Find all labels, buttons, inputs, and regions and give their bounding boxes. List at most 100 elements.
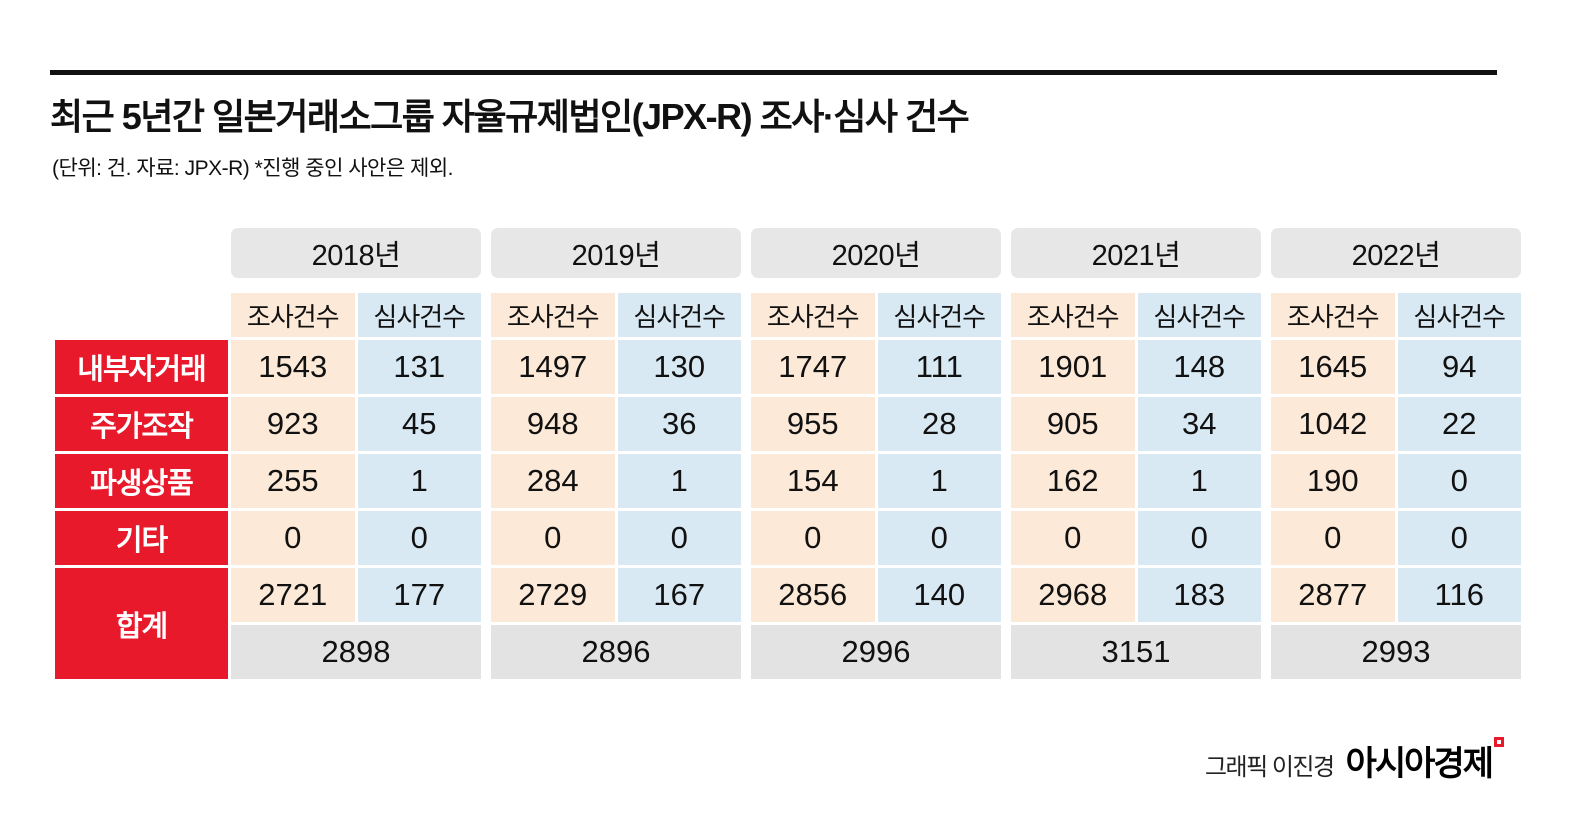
row-label-total: 합계 (55, 568, 228, 679)
year-group-2022: 0 0 (1271, 511, 1521, 565)
page-subtitle: (단위: 건. 자료: JPX-R) *진행 중인 사안은 제외. (52, 157, 454, 180)
data-cell: 1543 (231, 340, 355, 394)
row-label: 파생상품 (55, 454, 228, 508)
total-values: 2721 177 2729 167 2856 140 2968 183 (231, 568, 1521, 679)
table-row-insider-trading: 내부자거래 1543 131 1497 130 1747 111 1901 14… (55, 340, 1521, 394)
data-cell: 130 (617, 340, 741, 394)
row-label: 내부자거래 (55, 340, 228, 394)
data-cell: 22 (1397, 397, 1521, 451)
column-header: 조사건수 (231, 293, 355, 337)
brand-logo: 아시아경제 (1346, 736, 1504, 785)
data-cell: 1497 (491, 340, 615, 394)
combined-total-cell: 2996 (751, 625, 1001, 679)
year-group-2021: 2968 183 (1011, 568, 1261, 622)
row-label: 주가조작 (55, 397, 228, 451)
combined-total-cell: 2898 (231, 625, 481, 679)
data-cell: 34 (1137, 397, 1261, 451)
data-cell: 948 (491, 397, 615, 451)
column-header: 조사건수 (751, 293, 875, 337)
total-cell: 2729 (491, 568, 615, 622)
data-cell: 284 (491, 454, 615, 508)
data-cell: 0 (877, 511, 1001, 565)
data-cell: 1 (1137, 454, 1261, 508)
year-group-2022: 1042 22 (1271, 397, 1521, 451)
year-group-2018: 255 1 (231, 454, 481, 508)
year-group-2019: 0 0 (491, 511, 741, 565)
total-cell: 167 (617, 568, 741, 622)
subheader-row: 조사건수 심사건수 조사건수 심사건수 조사건수 심사건수 조사건수 심사건수 … (55, 293, 1521, 337)
year-group-2022: 190 0 (1271, 454, 1521, 508)
brand-mark-icon (1494, 737, 1504, 747)
header-spacer (55, 293, 228, 337)
data-cell: 0 (1271, 511, 1395, 565)
year-group-2020: 0 0 (751, 511, 1001, 565)
total-cell: 2968 (1011, 568, 1135, 622)
year-group-2019: 2729 167 (491, 568, 741, 622)
data-cell: 923 (231, 397, 355, 451)
data-cell: 0 (357, 511, 481, 565)
data-cell: 1747 (751, 340, 875, 394)
year-group-2018: 1543 131 (231, 340, 481, 394)
table-row-derivatives: 파생상품 255 1 284 1 154 1 162 1 190 0 (55, 454, 1521, 508)
year-group-2019: 조사건수 심사건수 (491, 293, 741, 337)
data-cell: 111 (877, 340, 1001, 394)
data-cell: 1 (877, 454, 1001, 508)
credit-text: 그래픽 이진경 (1204, 754, 1335, 781)
data-cell: 0 (751, 511, 875, 565)
row-label: 기타 (55, 511, 228, 565)
total-cell: 183 (1137, 568, 1261, 622)
top-divider (50, 70, 1497, 75)
page-title: 최근 5년간 일본거래소그룹 자율규제법인(JPX-R) 조사·심사 건수 (50, 96, 970, 137)
year-group-2022: 조사건수 심사건수 (1271, 293, 1521, 337)
data-cell: 94 (1397, 340, 1521, 394)
total-section: 합계 2721 177 2729 167 2856 140 (55, 568, 1521, 679)
data-cell: 0 (1137, 511, 1261, 565)
year-group-2020: 955 28 (751, 397, 1001, 451)
year-group-2018: 923 45 (231, 397, 481, 451)
brand-text: 아시아경제 (1345, 745, 1494, 783)
data-cell: 905 (1011, 397, 1135, 451)
year-header: 2018년 (231, 228, 481, 278)
footer-credit: 그래픽 이진경 아시아경제 (1205, 736, 1504, 785)
year-header-row: 2018년 2019년 2020년 2021년 2022년 (55, 228, 1521, 278)
table-row-total: 2721 177 2729 167 2856 140 2968 183 (231, 568, 1521, 622)
year-group-2021: 0 0 (1011, 511, 1261, 565)
year-group-2021: 905 34 (1011, 397, 1261, 451)
combined-total-row: 2898 2896 2996 3151 2993 (231, 625, 1521, 679)
total-cell: 2721 (231, 568, 355, 622)
year-group-2021: 조사건수 심사건수 (1011, 293, 1261, 337)
data-cell: 0 (491, 511, 615, 565)
column-header: 심사건수 (1137, 293, 1261, 337)
year-group-2020: 2856 140 (751, 568, 1001, 622)
total-cell: 177 (357, 568, 481, 622)
data-cell: 0 (617, 511, 741, 565)
combined-total-cell: 2993 (1271, 625, 1521, 679)
data-cell: 1645 (1271, 340, 1395, 394)
total-cell: 2856 (751, 568, 875, 622)
total-cell: 140 (877, 568, 1001, 622)
column-header: 조사건수 (491, 293, 615, 337)
column-header: 조사건수 (1271, 293, 1395, 337)
data-cell: 0 (1397, 454, 1521, 508)
column-header: 심사건수 (1397, 293, 1521, 337)
year-header: 2020년 (751, 228, 1001, 278)
data-cell: 154 (751, 454, 875, 508)
data-cell: 0 (1011, 511, 1135, 565)
column-header: 심사건수 (357, 293, 481, 337)
year-group-2021: 1901 148 (1011, 340, 1261, 394)
data-cell: 0 (1397, 511, 1521, 565)
data-table: 2018년 2019년 2020년 2021년 2022년 조사건수 심사건수 … (55, 228, 1521, 679)
year-group-2018: 조사건수 심사건수 (231, 293, 481, 337)
data-cell: 148 (1137, 340, 1261, 394)
year-header: 2019년 (491, 228, 741, 278)
year-group-2022: 1645 94 (1271, 340, 1521, 394)
data-cell: 255 (231, 454, 355, 508)
column-header: 심사건수 (617, 293, 741, 337)
data-cell: 0 (231, 511, 355, 565)
data-cell: 162 (1011, 454, 1135, 508)
year-group-2021: 162 1 (1011, 454, 1261, 508)
year-group-2020: 조사건수 심사건수 (751, 293, 1001, 337)
table-row-other: 기타 0 0 0 0 0 0 0 0 0 0 (55, 511, 1521, 565)
year-group-2019: 948 36 (491, 397, 741, 451)
